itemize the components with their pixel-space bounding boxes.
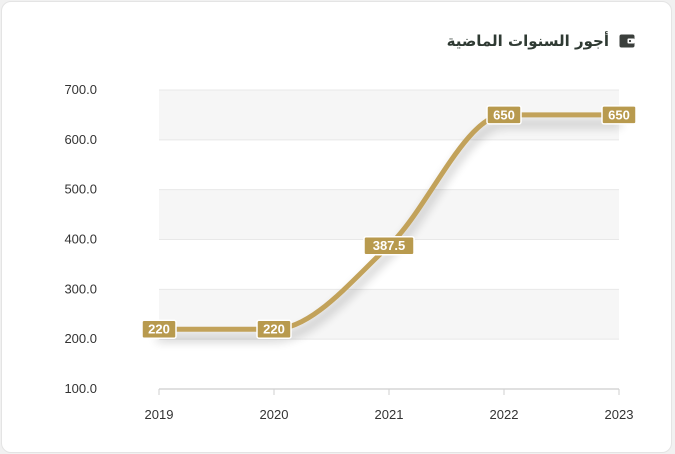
y-axis: 700.0 600.0 500.0 400.0 300.0 200.0 100.0 — [64, 82, 97, 396]
data-label-box — [486, 105, 522, 125]
data-label-text: 220 — [148, 322, 170, 337]
grid-band — [159, 189, 619, 240]
x-axis: 2019 2020 2021 2022 2023 — [145, 388, 634, 422]
y-tick-label: 300.0 — [64, 281, 97, 296]
data-label-box — [363, 235, 415, 256]
y-tick-label: 700.0 — [64, 82, 97, 97]
y-tick-label: 100.0 — [64, 381, 97, 396]
x-tick-label: 2020 — [260, 407, 289, 422]
data-label-text: 650 — [608, 107, 630, 122]
y-tick-label: 500.0 — [64, 182, 97, 197]
data-label-text: 650 — [493, 107, 515, 122]
wallet-icon — [619, 34, 635, 48]
data-label: 650 — [486, 105, 522, 125]
card-title: أجور السنوات الماضية — [446, 32, 609, 50]
data-label: 387.5 — [363, 235, 415, 256]
data-label: 220 — [141, 319, 177, 339]
x-tick-label: 2021 — [375, 407, 404, 422]
data-label: 220 — [256, 319, 292, 339]
data-label-text: 387.5 — [373, 238, 406, 253]
y-tick-label: 600.0 — [64, 132, 97, 147]
data-label-box — [601, 105, 637, 125]
data-label-text: 220 — [263, 322, 285, 337]
data-labels: 220 220 387.5 650 650 — [141, 105, 637, 339]
x-tick-label: 2023 — [605, 407, 634, 422]
data-label-box — [141, 319, 177, 339]
y-tick-label: 200.0 — [64, 331, 97, 346]
x-tick-label: 2022 — [490, 407, 519, 422]
data-label: 650 — [601, 105, 637, 125]
y-tick-label: 400.0 — [64, 232, 97, 247]
x-tick-label: 2019 — [145, 407, 174, 422]
background-bands — [159, 90, 619, 340]
card-header: أجور السنوات الماضية — [447, 32, 635, 50]
data-label-box — [256, 319, 292, 339]
